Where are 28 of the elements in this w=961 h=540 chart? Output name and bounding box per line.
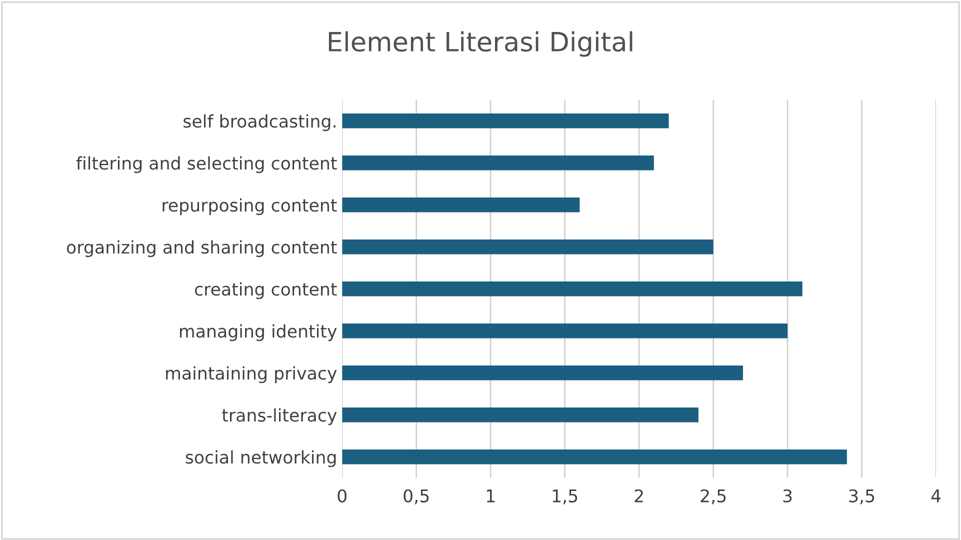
bar: [342, 450, 847, 464]
x-tick-label: 1,5: [552, 490, 578, 504]
x-tick-label: 3: [783, 489, 792, 502]
y-tick-label: trans-literacy: [222, 408, 337, 426]
bar: [342, 156, 654, 170]
x-tick-label: 0: [338, 489, 346, 502]
y-tick-label: self broadcasting.: [184, 114, 336, 132]
bar: [342, 198, 580, 212]
bar: [342, 114, 669, 128]
y-tick-label: maintaining privacy: [166, 366, 337, 384]
y-tick-label: filtering and selecting content: [76, 156, 337, 174]
bar: [342, 282, 802, 296]
x-tick-label: 1: [486, 490, 495, 502]
bar: [342, 324, 788, 338]
bar: [342, 408, 698, 422]
x-tick-label: 2: [634, 489, 643, 502]
x-tick-label: 3,5: [849, 489, 874, 504]
x-tick-label: 2,5: [700, 489, 726, 504]
bar: [342, 240, 714, 254]
y-tick-label: social networking: [186, 450, 336, 468]
bar: [342, 366, 743, 380]
chart-title: Element Literasi Digital: [328, 31, 632, 57]
y-tick-label: managing identity: [180, 324, 337, 342]
y-tick-label: repurposing content: [162, 198, 337, 216]
y-tick-label: organizing and sharing content: [66, 240, 337, 258]
x-tick-label: 4: [931, 490, 941, 502]
y-tick-label: creating content: [194, 282, 337, 300]
x-tick-label: 0,5: [404, 489, 429, 504]
